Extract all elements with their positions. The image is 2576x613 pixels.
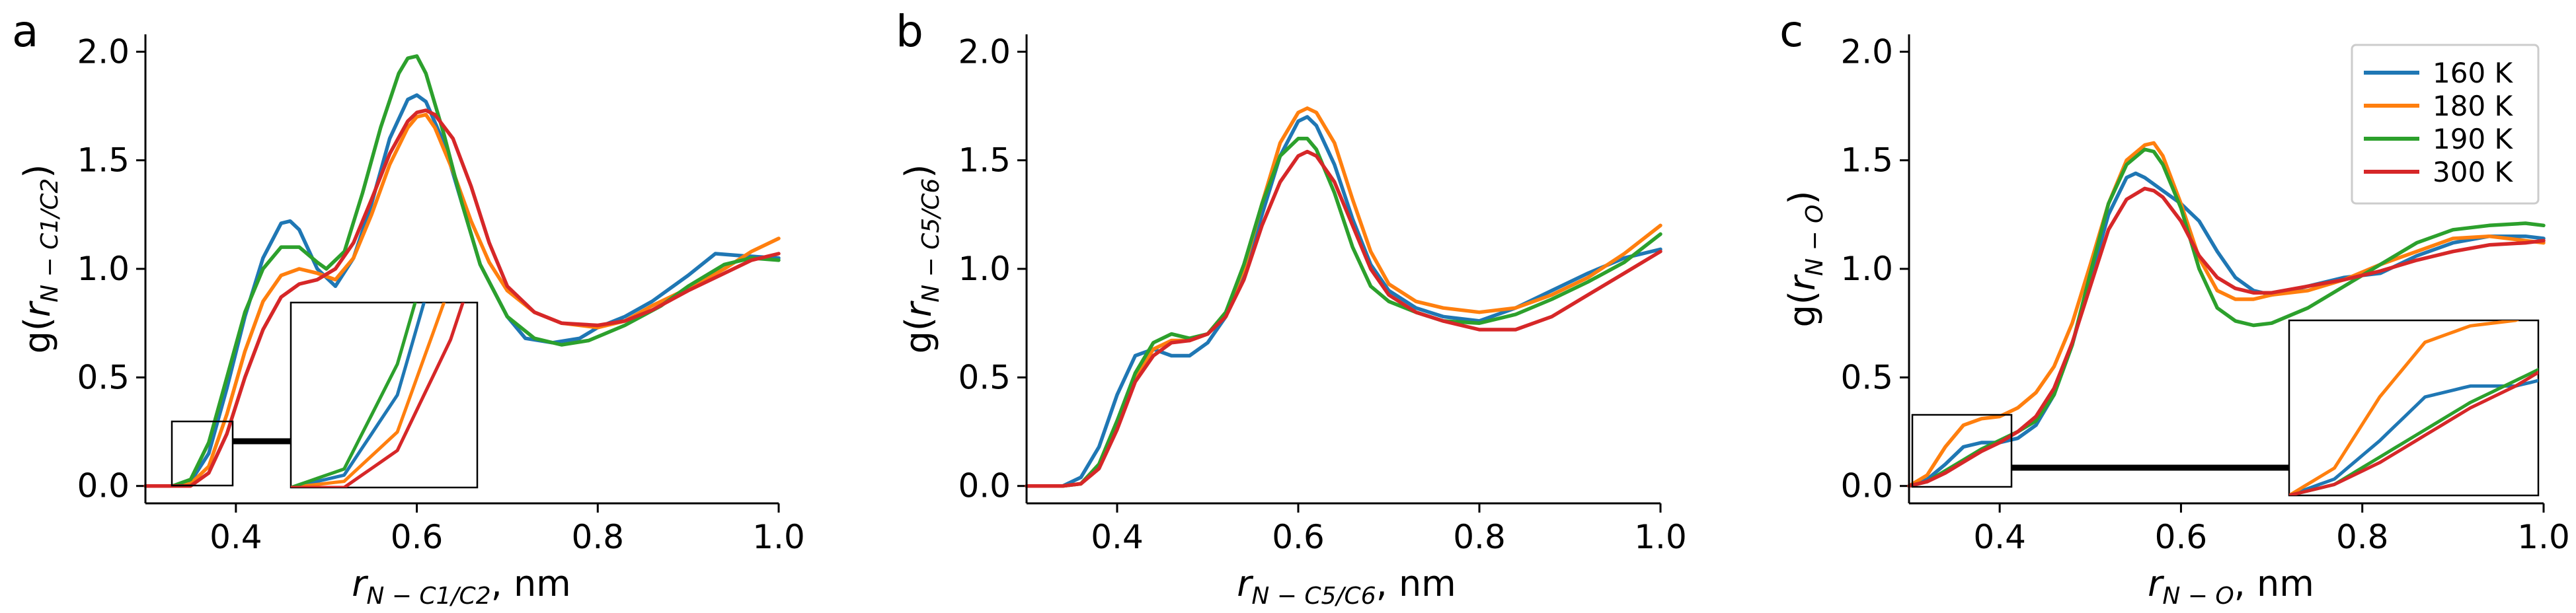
inset-series-line-180k: [2289, 320, 2520, 495]
axes: [144, 34, 779, 505]
inset-plot: [291, 303, 465, 487]
y-tick-label: 1.5: [1840, 141, 1893, 180]
y-tick-label: 0.0: [958, 467, 1011, 505]
legend-label: 180 K: [2433, 90, 2514, 122]
y-tick-label: 1.0: [958, 250, 1011, 288]
y-tick-label: 0.5: [1840, 358, 1893, 396]
series-line-190k: [143, 54, 781, 488]
y-tick-label: 2.0: [1840, 32, 1893, 71]
legend-frame: [2351, 44, 2540, 205]
series-line-180k: [1025, 106, 1662, 488]
x-axis-title: rN − O, nm: [2148, 563, 2314, 610]
ticks: 0.4 0.6 0.8 1.0 0.0 0.5 1.0 1.5 2.0: [958, 32, 1686, 556]
x-tick-label: 0.4: [210, 518, 262, 556]
y-tick-label: 1.5: [77, 141, 130, 180]
x-tick-label: 1.0: [2517, 518, 2570, 556]
x-tick-label: 0.6: [391, 518, 444, 556]
axes: [1025, 34, 1660, 505]
legend-label: 190 K: [2433, 123, 2514, 155]
y-axis-title: g(rN − C5/C6): [898, 164, 945, 354]
legend-entry: 300 K: [2364, 156, 2514, 188]
inset-series-line-160k: [2289, 379, 2538, 495]
panel-a: a g(rN − C1/C2) rN − C1/C2, nm 0.4 0.6 0.8…: [12, 6, 805, 610]
y-tick-label: 2.0: [958, 32, 1011, 71]
zoom-region-box: [171, 420, 234, 487]
inset-layer: [1911, 319, 2540, 497]
series-line-190k: [1907, 147, 2546, 488]
legend-entry: 180 K: [2364, 90, 2514, 122]
legend-label: 300 K: [2433, 156, 2514, 188]
panel-letter: c: [1779, 6, 1803, 57]
y-axis-title: g(rN − O): [1781, 191, 1828, 328]
panel-letter: b: [896, 6, 923, 57]
plot-area: [1025, 106, 1662, 488]
x-tick-label: 0.8: [572, 518, 625, 556]
ticks: 0.4 0.6 0.8 1.0 0.0 0.5 1.0 1.5 2.0: [1840, 32, 2569, 556]
x-tick-label: 0.6: [1272, 518, 1325, 556]
series-line-190k: [1025, 137, 1662, 488]
panel-b: b g(rN − C5/C6) rN − C5/C6, nm 0.4 0.6 0.8…: [896, 6, 1687, 610]
y-tick-label: 0.0: [1840, 467, 1893, 505]
x-tick-label: 0.8: [1453, 518, 1506, 556]
legend-entry: 190 K: [2364, 123, 2514, 155]
x-tick-label: 0.4: [1091, 518, 1144, 556]
panel-letter: a: [12, 6, 38, 57]
y-tick-label: 0.0: [77, 467, 130, 505]
inset-series-line-160k: [291, 303, 426, 487]
x-tick-label: 0.4: [1973, 518, 2026, 556]
inset-series-line-300k: [2289, 370, 2538, 495]
legend: 160 K 180 K 190 K 300 K: [2351, 44, 2540, 205]
series-line-300k: [1025, 149, 1662, 488]
zoom-region-box: [1911, 414, 2013, 488]
legend-entry: 160 K: [2364, 57, 2514, 89]
x-tick-label: 1.0: [752, 518, 805, 556]
inset-series-line-300k: [291, 303, 465, 487]
y-tick-label: 1.0: [1840, 250, 1893, 288]
axes: [1908, 34, 2544, 505]
x-tick-label: 0.6: [2155, 518, 2208, 556]
y-tick-label: 1.5: [958, 141, 1011, 180]
series-line-160k: [1025, 115, 1662, 488]
x-tick-label: 0.8: [2336, 518, 2389, 556]
y-tick-label: 0.5: [77, 358, 130, 396]
y-tick-label: 1.0: [77, 250, 130, 288]
panel-c: c g(rN − O) rN − O, nm 0.4 0.6 0.8 1.00.00.…: [1779, 6, 2570, 610]
inset-layer: [171, 301, 479, 489]
y-tick-label: 2.0: [77, 32, 130, 71]
y-tick-label: 0.5: [958, 358, 1011, 396]
series-line-300k: [1907, 186, 2546, 488]
series-line-300k: [143, 108, 781, 488]
plot-area: [143, 54, 781, 488]
inset-series-line-180k: [291, 303, 446, 487]
x-axis-title: rN − C5/C6, nm: [1237, 563, 1456, 610]
x-tick-label: 1.0: [1634, 518, 1687, 556]
inset-plot: [2289, 320, 2538, 495]
x-axis-title: rN − C1/C2, nm: [352, 563, 571, 610]
legend-label: 160 K: [2433, 57, 2514, 89]
ticks: 0.4 0.6 0.8 1.0 0.0 0.5 1.0 1.5 2.0: [77, 32, 804, 556]
inset-series-line-190k: [291, 303, 417, 487]
y-axis-title: g(rN − C1/C2): [17, 164, 63, 354]
inset-frame: [290, 301, 479, 489]
plot-area: [1907, 141, 2546, 488]
